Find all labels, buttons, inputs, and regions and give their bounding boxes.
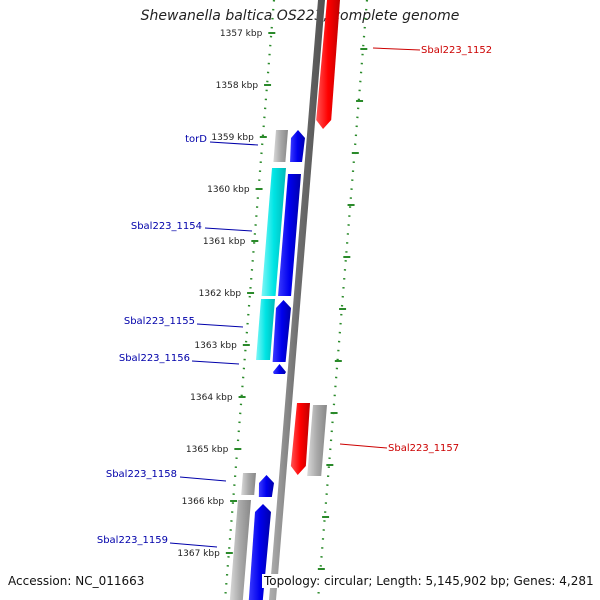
label-leader-line: [372, 47, 421, 51]
gene-sbal223-1159-pseudo: [229, 500, 251, 600]
gene-label[interactable]: Sbal223_1155: [124, 316, 195, 327]
gene-sbal223-1155: [272, 300, 291, 362]
kbp-label: 1357 kbp: [220, 29, 263, 39]
gene-sbal223-1154: [278, 174, 301, 296]
gene-label[interactable]: Sbal223_1154: [131, 221, 202, 232]
kbp-label: 1359 kbp: [211, 133, 254, 143]
gene-label[interactable]: Sbal223_1156: [119, 353, 190, 364]
gene-sbal223-1155-cyan: [256, 299, 275, 360]
label-leader-line: [339, 443, 388, 449]
kbp-label: 1365 kbp: [186, 445, 229, 455]
genome-backbone: [269, 0, 325, 600]
gene-sbal223-1158-pseudo: [241, 473, 256, 495]
kbp-label: 1366 kbp: [182, 497, 225, 507]
kbp-label: 1361 kbp: [203, 237, 246, 247]
label-leader-line: [169, 542, 218, 548]
gene-sbal223-1152: [316, 0, 340, 129]
gene-label[interactable]: Sbal223_1159: [97, 535, 168, 546]
left-tick-rail: [223, 0, 276, 600]
kbp-label: 1362 kbp: [199, 289, 242, 299]
gene-sbal223-1154-cyan: [261, 168, 286, 296]
kbp-label: 1367 kbp: [177, 549, 220, 559]
gene-sbal223-1157-pseudo: [307, 405, 327, 476]
label-leader-line: [191, 360, 240, 365]
accession-text: Accession: NC_011663: [8, 574, 145, 588]
label-leader-line: [179, 476, 227, 482]
kbp-ruler: 1357 kbp 1358 kbp 1359 kbp 1360 kbp 1361 kbp…: [177, 29, 368, 570]
kbp-label: 1360 kbp: [207, 185, 250, 195]
gene-label[interactable]: Sbal223_1157: [388, 443, 459, 454]
label-leader-line: [196, 323, 244, 328]
label-leader-line: [204, 227, 253, 232]
kbp-label: 1364 kbp: [190, 393, 233, 403]
gene-labels[interactable]: Sbal223_1152 torD Sbal223_1154 Sbal223_1155…: [97, 45, 492, 548]
kbp-label: 1358 kbp: [216, 81, 259, 91]
genome-title: Shewanella baltica OS223, complete genom…: [140, 8, 460, 24]
gene-label[interactable]: Sbal223_1152: [421, 45, 492, 56]
kbp-label: 1363 kbp: [194, 341, 237, 351]
label-leader-line: [209, 141, 259, 146]
gene-label[interactable]: Sbal223_1158: [106, 469, 177, 480]
gene-label[interactable]: torD: [185, 134, 207, 145]
genome-stats-text: Topology: circular; Length: 5,145,902 bp…: [262, 574, 596, 588]
gene-tord: [290, 130, 305, 162]
gene-features[interactable]: [229, 0, 340, 600]
gene-sbal223-1158: [258, 475, 274, 497]
gene-sbal223-1159: [248, 504, 271, 600]
gene-sbal223-1157: [290, 403, 310, 475]
gene-tord-pseudo: [273, 130, 288, 162]
gene-sbal223-1156: [273, 364, 286, 374]
